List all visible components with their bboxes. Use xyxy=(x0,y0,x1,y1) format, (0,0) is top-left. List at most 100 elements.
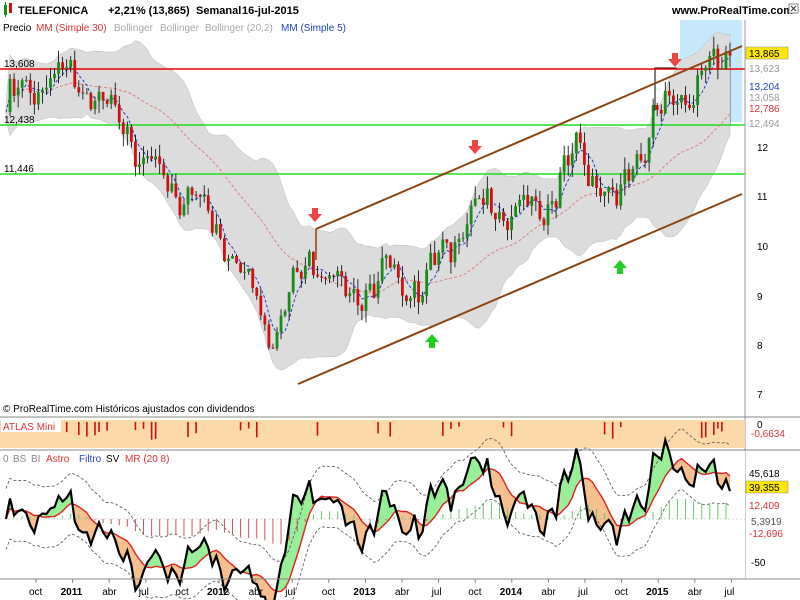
tab-bollinger-3[interactable]: Bollinger (20,2) xyxy=(205,23,273,34)
price-axis: 12 11 10 9 8 7 13,865 13,623 13,204 13,0… xyxy=(744,20,789,578)
tab-sv[interactable]: SV xyxy=(106,454,120,465)
candle xyxy=(599,176,602,203)
atlas-panel[interactable]: ATLAS Mini 0 -0,6634 xyxy=(0,416,800,448)
osc-hist-bar xyxy=(199,519,201,534)
candle xyxy=(631,165,635,182)
candle xyxy=(227,254,230,272)
osc-hist-bar xyxy=(660,506,662,519)
arrow-down-icon xyxy=(468,140,482,154)
tab-filtro[interactable]: Filtro xyxy=(79,454,102,465)
tab-bollinger-2[interactable]: Bollinger xyxy=(160,23,200,34)
tab-ma30[interactable]: MM (Simple 30) xyxy=(36,23,107,34)
atlas-bar xyxy=(239,422,242,431)
osc-hist-bar xyxy=(450,511,452,519)
candle xyxy=(554,198,558,219)
atlas-bar xyxy=(94,422,96,436)
price-panel[interactable]: 13,608 12,438 11,446 Precio MM (Simple 3… xyxy=(0,20,745,416)
tab-zero[interactable]: 0 xyxy=(3,454,9,465)
osc-hist-bar xyxy=(377,519,379,524)
candle xyxy=(271,343,275,349)
x-tick-label: abr xyxy=(249,587,264,598)
candle xyxy=(481,188,485,214)
atlas-bar xyxy=(78,422,80,436)
axis-tick: 11 xyxy=(757,192,768,203)
candle xyxy=(154,148,158,168)
oscillator-panel[interactable]: 0 BS BI Astro Filtro SV MR (20 8) 45,618… xyxy=(0,427,800,600)
osc-histogram xyxy=(13,498,727,545)
tab-ma5[interactable]: MM (Simple 5) xyxy=(281,23,346,34)
candle xyxy=(89,91,93,112)
candle xyxy=(360,303,364,321)
candle xyxy=(186,185,190,215)
osc-hist-bar xyxy=(29,516,31,519)
osc-hist-bar xyxy=(685,499,687,519)
candle xyxy=(214,213,218,235)
candle xyxy=(449,242,453,274)
candle xyxy=(364,283,368,323)
osc-hist-bar xyxy=(143,519,145,535)
website-label: www.ProRealTime.com xyxy=(671,5,793,17)
candle xyxy=(607,186,611,204)
osc-main-line xyxy=(4,435,732,600)
osc-hist-bar xyxy=(312,514,314,519)
candle xyxy=(129,124,133,148)
x-tick-label: 2011 xyxy=(61,587,83,598)
tab-bollinger-1[interactable]: Bollinger xyxy=(114,23,154,34)
osc-hist-bar xyxy=(45,518,47,519)
candle xyxy=(24,75,28,83)
osc-hist-bar xyxy=(676,498,678,519)
channel-upper-line xyxy=(315,45,743,230)
candle xyxy=(352,277,356,303)
tab-bs[interactable]: BS xyxy=(13,454,27,465)
candle xyxy=(170,175,174,194)
candle xyxy=(574,131,578,161)
atlas-bar xyxy=(187,422,189,438)
candle xyxy=(121,118,125,147)
osc-hist-bar xyxy=(159,519,161,536)
candle xyxy=(125,121,129,146)
osc-hist-bar xyxy=(644,517,646,519)
candle xyxy=(275,327,279,351)
candle xyxy=(202,185,206,203)
tab-mr[interactable]: MR (20 8) xyxy=(125,454,169,465)
candle xyxy=(146,150,149,164)
close-icon[interactable] xyxy=(788,3,799,14)
osc-hist-bar xyxy=(167,519,169,536)
tab-bi[interactable]: BI xyxy=(31,454,40,465)
candle xyxy=(287,291,291,321)
atlas-bar xyxy=(389,422,392,437)
atlas-bar xyxy=(450,422,452,429)
time-axis: oct 2011 abr jul oct 2012 abr jul oct 2013 abr jul o… xyxy=(0,578,800,598)
tab-precio[interactable]: Precio xyxy=(3,23,32,34)
osc-tag-mid: 5,3919 xyxy=(751,517,782,528)
candle xyxy=(372,274,376,299)
candle xyxy=(97,85,101,114)
atlas-bar xyxy=(316,422,319,436)
candle xyxy=(28,73,32,106)
candle xyxy=(101,91,105,110)
osc-hist-bar xyxy=(304,519,306,522)
tab-astro[interactable]: Astro xyxy=(46,454,70,465)
candle xyxy=(291,265,295,295)
atlas-bar xyxy=(195,422,197,434)
osc-hist-bar xyxy=(442,513,444,519)
atlas-bar xyxy=(150,422,153,440)
candle xyxy=(514,202,518,217)
osc-hist-bar xyxy=(70,513,72,519)
candle xyxy=(158,144,162,174)
candle xyxy=(69,56,73,73)
candle xyxy=(716,44,720,80)
candle xyxy=(380,246,384,285)
atlas-label[interactable]: ATLAS Mini xyxy=(3,422,55,433)
osc-hist-bar xyxy=(256,519,258,539)
ma30-line xyxy=(5,82,731,294)
x-tick-label: 2015 xyxy=(646,587,669,598)
candle xyxy=(311,251,315,279)
x-tick-label: abr xyxy=(102,587,117,598)
osc-hist-bar xyxy=(418,519,420,521)
candle xyxy=(421,291,425,306)
osc-hist-bar xyxy=(296,519,298,532)
atlas-zero-tick: 0 xyxy=(757,420,763,431)
osc-hist-bar xyxy=(86,516,88,519)
